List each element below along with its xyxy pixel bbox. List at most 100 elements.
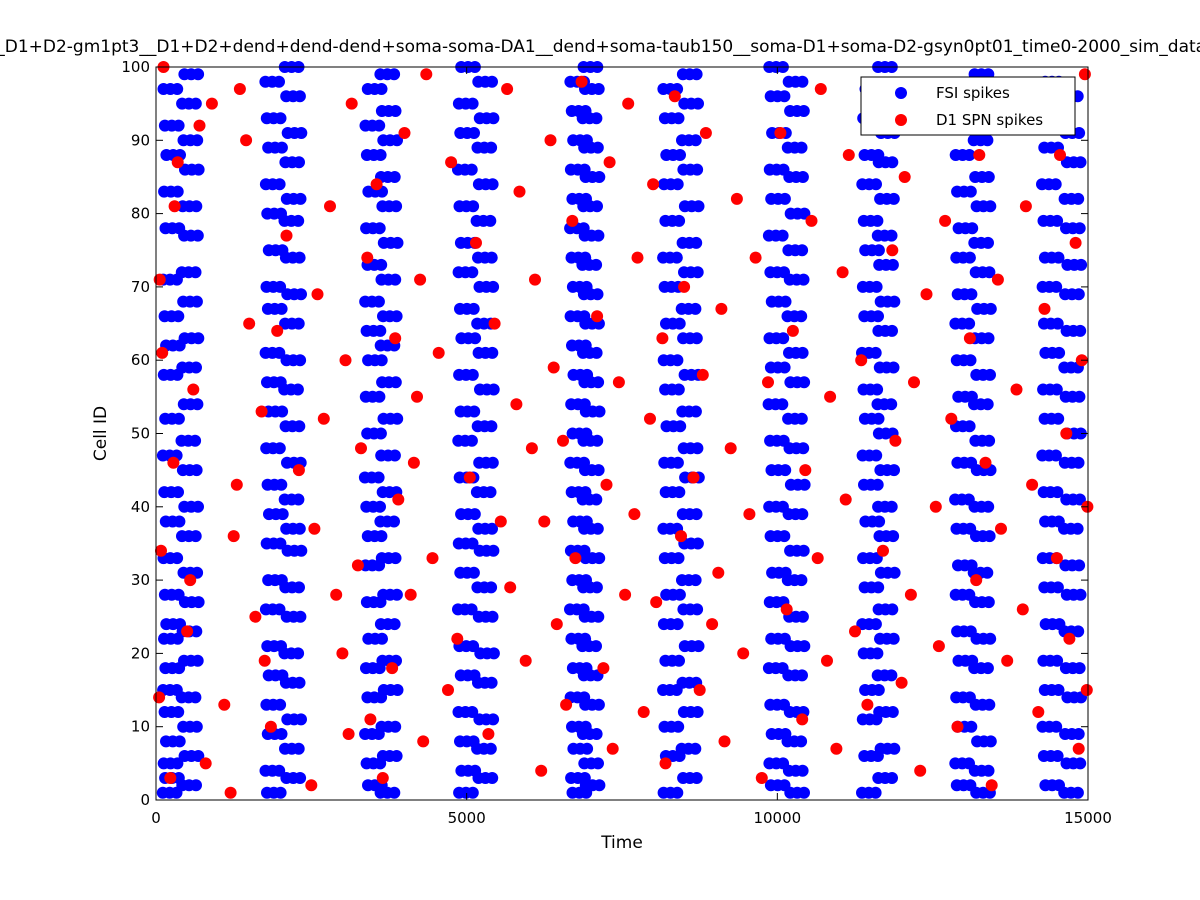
fsi-spike-dot (1051, 486, 1064, 499)
fsi-spike-dot (963, 251, 976, 264)
fsi-spike-dot (172, 310, 185, 323)
fsi-spike-dot (390, 310, 403, 323)
x-tick-label: 10000 (753, 809, 801, 827)
spn-spike-dot (908, 376, 920, 389)
fsi-spike-dot (373, 119, 386, 132)
spn-spike-dot (345, 97, 358, 110)
fsi-spike-dot (872, 310, 884, 323)
spn-spike-dot (386, 662, 399, 675)
fsi-spike-dot (1050, 280, 1063, 293)
fsi-spike-dot (671, 618, 684, 631)
fsi-spike-dot (673, 486, 686, 499)
spn-spike-dot (780, 603, 793, 616)
fsi-spike-dot (1051, 214, 1064, 227)
fsi-spike-dot (465, 603, 478, 616)
fsi-spike-dot (388, 786, 401, 799)
spn-spike-dot (796, 713, 809, 726)
fsi-spike-dot (581, 742, 594, 755)
spn-spike-dot (330, 588, 343, 601)
spn-spike-dot (199, 757, 212, 770)
spn-spike-dot (929, 500, 942, 513)
chart-title: 1_D1+D2-gm1pt3__D1+D2+dend+dend-dend+som… (0, 37, 1200, 57)
spn-spike-dot (547, 361, 560, 374)
fsi-spike-dot (885, 669, 898, 682)
spn-spike-dot (153, 691, 166, 704)
fsi-spike-dot (1074, 588, 1087, 601)
y-tick-label: 80 (131, 205, 150, 223)
fsi-spike-dot (982, 500, 995, 513)
spn-spike-dot (712, 566, 725, 579)
legend-label: FSI spikes (936, 84, 1010, 102)
fsi-spike-dot (192, 500, 204, 513)
fsi-spike-dot (467, 200, 480, 213)
fsi-spike-dot (888, 566, 901, 579)
spn-spike-dot (799, 464, 812, 477)
spn-spike-dot (656, 332, 669, 345)
fsi-spike-dot (273, 764, 286, 777)
spn-spike-dot (171, 156, 184, 169)
fsi-spike-dot (466, 266, 479, 279)
fsi-spike-dot (1073, 493, 1086, 506)
fsi-spike-dot (1073, 127, 1086, 139)
spn-spike-dot (612, 376, 625, 389)
spn-spike-dot (376, 772, 389, 784)
fsi-spike-dot (672, 112, 685, 125)
spn-spike-dot (513, 185, 526, 198)
fsi-spike-dot (885, 500, 898, 513)
spn-spike-dot (1072, 742, 1085, 755)
fsi-spike-dot (798, 640, 811, 653)
spn-spike-dot (184, 574, 197, 587)
fsi-spike-dot (293, 420, 306, 433)
spn-spike-dot (1038, 302, 1051, 315)
fsi-spike-dot (294, 610, 307, 623)
fsi-spike-dot (1072, 192, 1085, 205)
fsi-spike-dot (673, 588, 686, 601)
fsi-spike-dot (469, 332, 482, 345)
fsi-spike-dot (486, 610, 499, 623)
fsi-spike-dot (983, 434, 996, 447)
fsi-spike-dot (593, 552, 606, 565)
fsi-spike-dot (981, 662, 994, 675)
fsi-spike-dot (487, 544, 500, 557)
fsi-spike-dot (797, 544, 810, 557)
fsi-spike-dot (190, 361, 202, 374)
fsi-spike-dot (797, 442, 810, 455)
fsi-spike-dot (192, 750, 205, 762)
spn-spike-dot (755, 772, 768, 784)
fsi-spike-dot (467, 566, 480, 579)
spn-spike-dot (1063, 632, 1076, 645)
fsi-spike-dot (885, 229, 898, 242)
fsi-spike-dot (485, 251, 498, 264)
spn-spike-dot (575, 75, 588, 88)
fsi-spike-dot (1075, 258, 1088, 271)
fsi-spike-dot (293, 156, 305, 169)
spn-spike-dot (889, 434, 902, 447)
fsi-spike-dot (190, 464, 203, 477)
fsi-spike-dot (273, 603, 286, 616)
fsi-spike-dot (872, 581, 885, 594)
fsi-spike-dot (672, 383, 685, 396)
fsi-spike-dot (372, 295, 385, 308)
y-tick-label: 60 (131, 351, 150, 369)
fsi-spike-dot (1072, 288, 1085, 301)
fsi-spike-dot (1049, 178, 1062, 191)
fsi-spike-dot (779, 295, 792, 308)
fsi-spike-dot (795, 574, 808, 587)
spn-spike-dot (1050, 552, 1063, 565)
fsi-spike-dot (795, 141, 808, 154)
fsi-spike-dot (591, 434, 604, 447)
fsi-spike-dot (673, 317, 686, 330)
fsi-spike-dot (190, 779, 202, 792)
fsi-spike-dot (276, 405, 289, 418)
fsi-spike-dot (796, 669, 808, 682)
fsi-spike-dot (778, 192, 791, 205)
spn-spike-dot (538, 515, 551, 528)
fsi-spike-dot (796, 610, 809, 623)
fsi-spike-dot (171, 552, 184, 565)
fsi-spike-dot (691, 706, 704, 718)
fsi-spike-dot (1049, 449, 1062, 462)
fsi-spike-dot (172, 119, 185, 132)
fsi-spike-dot (591, 141, 604, 154)
fsi-spike-dot (388, 618, 401, 631)
fsi-spike-dot (274, 112, 287, 125)
